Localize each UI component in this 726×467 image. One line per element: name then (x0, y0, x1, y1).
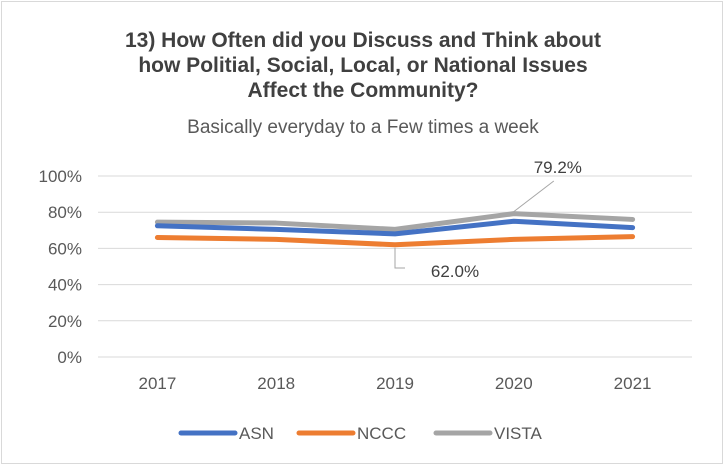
chart-title-line-3: Affect the Community? (247, 79, 479, 102)
y-tick-label-20: 20% (48, 312, 82, 331)
legend-label-asn: ASN (239, 424, 274, 443)
x-tick-label-2018: 2018 (257, 374, 295, 393)
series-line-nccc (154, 234, 636, 248)
data-label-vista-2020: 79.2% (534, 158, 582, 177)
data-label-nccc-2019: 62.0% (431, 262, 479, 281)
chart-subtitle: Basically everyday to a Few times a week (187, 117, 539, 138)
chart-title: 13) How Often did you Discuss and Think … (0, 28, 726, 103)
y-tick-label-0: 0% (57, 348, 82, 367)
chart-title-line-2: how Politial, Social, Local, or National… (138, 54, 588, 77)
annotation-leader-vista (513, 180, 555, 213)
annotation-leader-nccc (394, 247, 405, 269)
y-tick-label-80: 80% (48, 203, 82, 222)
y-tick-label-40: 40% (48, 276, 82, 295)
legend-label-nccc: NCCC (357, 424, 406, 443)
x-tick-label-2017: 2017 (138, 374, 176, 393)
y-tick-label-100: 100% (39, 167, 82, 186)
y-tick-label-60: 60% (48, 239, 82, 258)
x-tick-label-2021: 2021 (614, 374, 652, 393)
legend-label-vista: VISTA (494, 424, 543, 443)
x-tick-label-2020: 2020 (495, 374, 533, 393)
chart-title-line-1: 13) How Often did you Discuss and Think … (124, 29, 602, 52)
x-tick-label-2019: 2019 (376, 374, 414, 393)
